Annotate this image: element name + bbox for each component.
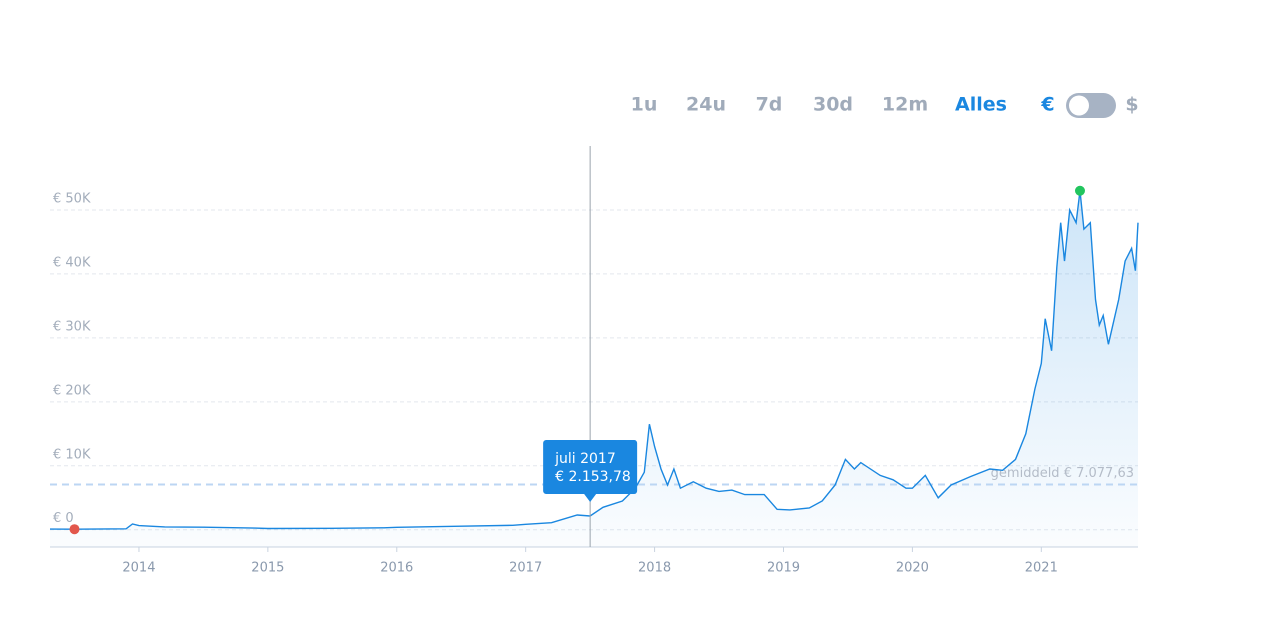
average-label: gemiddeld € 7.077,63 (991, 466, 1134, 481)
x-tick-label: 2014 (122, 561, 155, 576)
y-tick-label: € 0 (53, 511, 74, 526)
y-tick-label: € 50K (53, 191, 91, 206)
x-tick-label: 2016 (380, 561, 413, 576)
area-fill (50, 190, 1138, 548)
range-button[interactable]: 12m (882, 94, 928, 116)
range-button[interactable]: 24u (686, 94, 726, 116)
tooltip-title: juli 2017 (554, 451, 616, 467)
extreme-marker (69, 524, 80, 535)
price-line (49, 190, 1139, 530)
tooltip-box (543, 440, 638, 502)
y-tick-label: € 10K (53, 447, 91, 462)
range-button[interactable]: Alles (955, 94, 1007, 116)
x-tick-label: 2018 (638, 561, 671, 576)
range-button[interactable]: 1u (631, 94, 658, 116)
x-tick-label: 2017 (509, 561, 542, 576)
y-tick-label: € 30K (53, 319, 91, 334)
x-tick-label: 2019 (767, 561, 800, 576)
currency-label[interactable]: $ (1125, 94, 1138, 116)
y-tick-label: € 40K (53, 255, 91, 270)
toggle-knob (1069, 95, 1089, 116)
range-button[interactable]: 7d (756, 94, 783, 116)
y-tick-label: € 20K (53, 383, 91, 398)
tooltip-value: € 2.153,78 (555, 469, 631, 485)
extreme-marker (1074, 185, 1085, 196)
currency-label[interactable]: € (1040, 94, 1054, 116)
range-button[interactable]: 30d (813, 94, 853, 116)
x-tick-label: 2020 (896, 561, 929, 576)
x-tick-label: 2015 (251, 561, 284, 576)
x-tick-label: 2021 (1025, 561, 1058, 576)
